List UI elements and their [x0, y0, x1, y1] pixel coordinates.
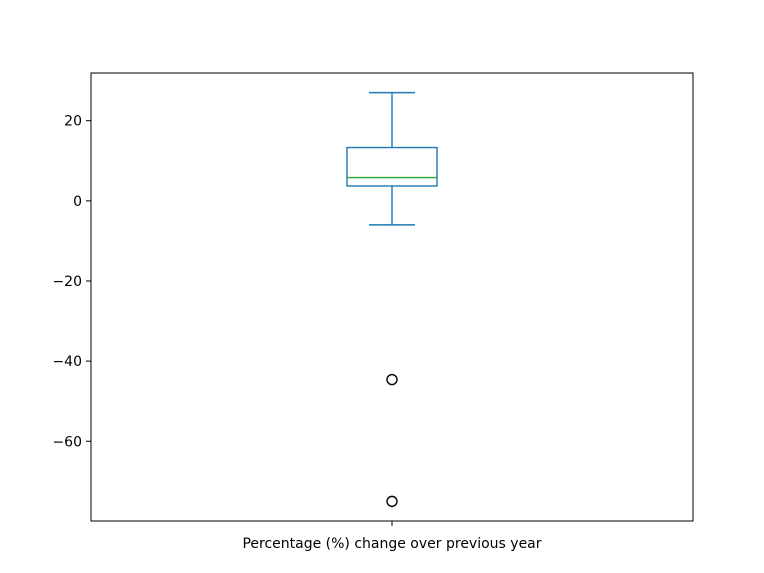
outlier-point	[386, 373, 398, 386]
x-tick-label: Percentage (%) change over previous year	[242, 536, 541, 552]
y-tick-label: −60	[52, 434, 82, 450]
y-tick-label: −40	[52, 354, 82, 370]
outlier-point	[386, 495, 398, 508]
y-tick-label: −20	[52, 274, 82, 290]
y-tick-label: 0	[73, 194, 82, 210]
y-tick-label: 20	[64, 114, 82, 130]
